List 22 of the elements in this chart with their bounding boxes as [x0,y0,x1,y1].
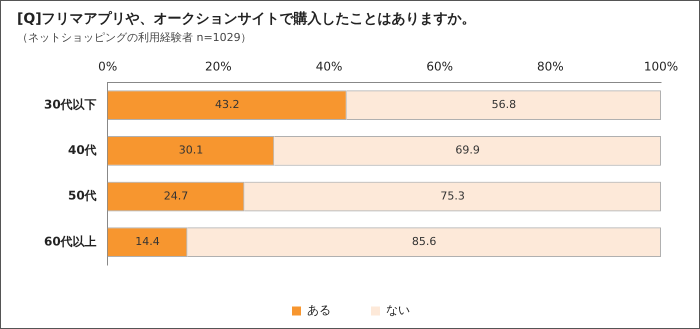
y-tick-label: 60代以上 [44,234,97,248]
data-label: 85.6 [412,235,436,248]
x-tick-label: 100% [644,59,678,74]
x-tick-label: 40% [316,59,342,74]
x-tick-label: 80% [537,59,564,74]
x-tick-label: 0% [98,59,118,74]
x-tick-label: 20% [205,59,232,74]
x-tick-label: 60% [426,59,454,74]
data-label: 24.7 [164,189,188,202]
data-label: 69.9 [455,144,480,157]
data-label: 56.8 [492,98,516,112]
data-label: 75.3 [440,189,465,202]
y-tick-label: 30代以下 [44,97,97,112]
y-tick-label: 50代 [68,188,97,203]
chart-title: [Q]フリマアプリや、オークションサイトで購入したことはありますか。 [17,10,476,28]
legend-label: ある [307,303,331,318]
data-label: 30.1 [178,144,204,157]
legend-label: ない [386,303,410,318]
chart-subtitle: （ネットショッピングの利用経験者 n=1029） [17,30,252,45]
data-label: 43.2 [214,98,240,112]
data-label: 14.4 [135,235,160,248]
y-tick-label: 40代 [68,143,97,157]
